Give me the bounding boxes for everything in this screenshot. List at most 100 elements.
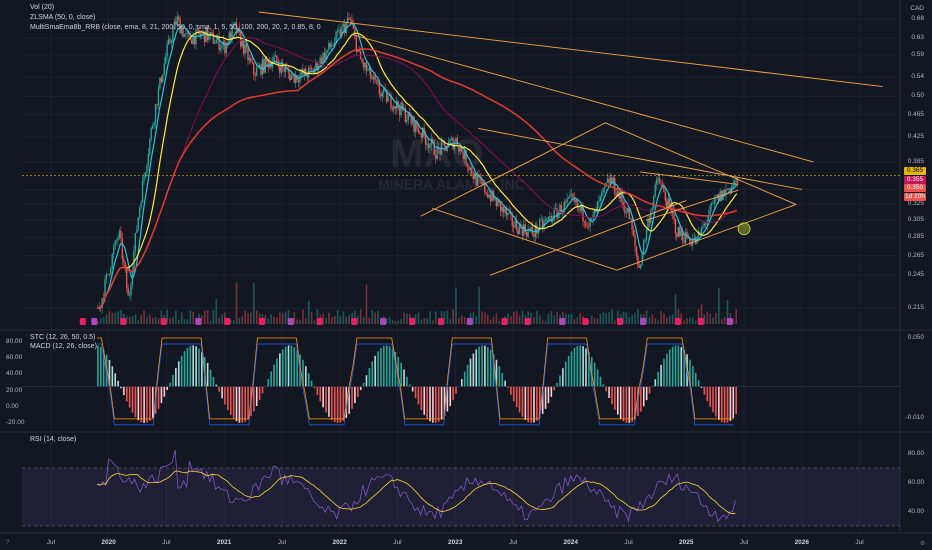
volume-bar <box>154 317 157 324</box>
volume-bar <box>605 312 608 324</box>
trendline-wedge-top <box>605 122 797 205</box>
macd-bar <box>481 345 483 387</box>
candle-body <box>271 61 274 68</box>
macd-bar <box>559 375 561 387</box>
candle-body <box>192 35 194 44</box>
volume-bar <box>394 320 397 324</box>
indicator-macd-label[interactable]: MACD (12, 26, close) <box>30 343 97 350</box>
candle-body <box>495 198 498 207</box>
macd-bar <box>151 386 154 418</box>
watermark-symbol: MAO <box>390 132 484 176</box>
trendline-small-bottom <box>645 189 739 221</box>
macd-bar <box>692 365 694 387</box>
candle-body <box>277 62 280 67</box>
volume-bar <box>362 316 365 324</box>
help-icon[interactable]: ? <box>6 540 10 546</box>
macd-bar <box>374 355 376 387</box>
macd-bar <box>383 345 385 387</box>
volume-bar <box>368 318 371 324</box>
volume-bar <box>267 319 270 324</box>
price-axis-label: 0.68 <box>911 15 924 23</box>
candle-body <box>157 88 160 106</box>
volume-bar <box>706 311 709 324</box>
candle-body <box>634 235 636 247</box>
macd-bar <box>668 349 671 387</box>
volume-bar <box>579 313 582 324</box>
volume-bar <box>481 311 483 324</box>
macd-bar <box>466 364 469 387</box>
candle-body <box>733 180 736 185</box>
candle-body <box>261 59 264 75</box>
volume-bar <box>102 317 105 324</box>
price-tag: 0.365 <box>904 167 926 175</box>
candle-body <box>512 225 515 228</box>
candle-body <box>225 42 228 54</box>
indicator-vol-label[interactable]: Vol (20) <box>30 4 55 11</box>
candle-body <box>687 238 690 239</box>
candle-body <box>141 180 144 203</box>
indicator-multisma-label[interactable]: MultiSmaEma8b_RRB (close, ema, 8, 21, 20… <box>30 24 321 31</box>
time-axis-label: Jul <box>855 539 864 546</box>
volume-bar <box>576 316 579 324</box>
candle-body <box>468 167 470 170</box>
event-marker <box>437 318 444 325</box>
indicator-stc-label[interactable]: STC (12, 26, 50, 0.5) <box>30 334 96 341</box>
volume-bar <box>556 311 558 324</box>
volume-bar <box>417 312 420 324</box>
macd-bar <box>229 386 232 415</box>
trendline-wedge-left <box>420 122 606 217</box>
candle-body <box>212 32 215 44</box>
candle-body <box>276 55 278 63</box>
candle-body <box>355 35 357 52</box>
volume-bar <box>518 315 521 324</box>
trendline-mid <box>478 128 802 190</box>
candle-body <box>130 284 132 296</box>
candle-body <box>679 227 681 236</box>
indicator-rsi-label[interactable]: RSI (14, close) <box>30 436 77 443</box>
candle-body <box>551 220 554 222</box>
volume-bar <box>463 317 466 324</box>
trendline-upper <box>351 34 814 163</box>
volume-bar <box>403 312 405 324</box>
macd-bar <box>541 386 544 414</box>
volume-bar <box>108 311 111 324</box>
time-axis-label: Jul <box>393 539 402 546</box>
candle-body <box>514 220 516 228</box>
currency-label: CAD <box>910 5 924 12</box>
macd-bar <box>123 386 125 396</box>
candle-body <box>283 67 285 73</box>
macd-bar <box>403 369 405 387</box>
candle-body <box>338 29 340 31</box>
candle-body <box>728 188 730 190</box>
candle-body <box>416 121 418 129</box>
macd-bar <box>146 386 148 423</box>
candle-body <box>156 104 158 106</box>
candle-body <box>325 51 327 61</box>
macd-bar <box>201 352 203 387</box>
candle-body <box>523 224 525 236</box>
indicator-zlsma-label[interactable]: ZLSMA (50, 0, close) <box>30 14 96 21</box>
candle-body <box>499 202 502 212</box>
candle-body <box>293 74 295 83</box>
volume-bar <box>680 313 683 324</box>
volume-bar <box>120 309 122 324</box>
gear-icon[interactable]: ⚙ <box>920 541 926 547</box>
candle-body <box>335 31 337 42</box>
candle-body <box>556 208 558 219</box>
macd-bar <box>533 386 535 423</box>
candle-body <box>186 32 189 34</box>
candle-body <box>732 184 734 186</box>
candle-body <box>375 80 378 82</box>
candle-body <box>199 34 202 36</box>
macd-bar <box>186 347 189 387</box>
volume-bar <box>166 309 169 324</box>
macd-axis-label: -0.010 <box>905 414 924 421</box>
macd-bar <box>377 351 379 387</box>
volume-bar <box>671 314 674 324</box>
candle-body <box>455 138 457 143</box>
volume-bar <box>325 317 327 324</box>
candle-body <box>549 216 551 217</box>
volume-bar <box>596 318 599 324</box>
volume-bar <box>694 320 697 324</box>
